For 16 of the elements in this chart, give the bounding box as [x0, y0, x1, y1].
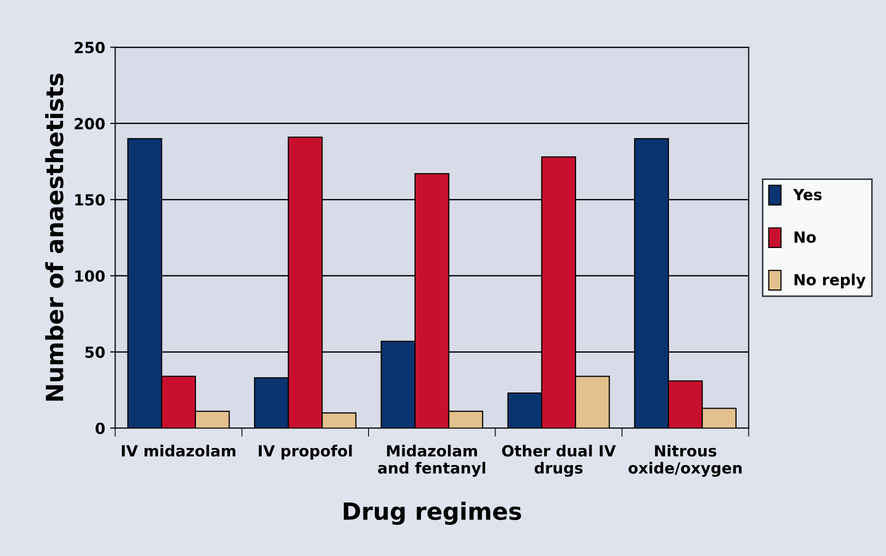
- legend-label: Yes: [793, 189, 822, 200]
- x-tick-label: Other dual IV drugs: [502, 444, 616, 477]
- y-tick-label: 100: [75, 270, 105, 282]
- y-tick-label: 150: [75, 194, 105, 206]
- x-tick-label: IV propofol: [258, 444, 352, 460]
- x-tick-label: Midazolam and fentanyl: [378, 444, 486, 477]
- legend-label: No: [794, 232, 816, 243]
- x-tick-label: IV midazolam: [122, 444, 236, 457]
- x-tick-label: Nitrous oxide/oxygen: [628, 444, 742, 477]
- y-tick-label: 0: [96, 422, 105, 434]
- y-tick-label: 50: [85, 346, 105, 358]
- y-axis-title: Number of anaesthetists: [45, 74, 64, 401]
- legend-label: No reply: [794, 274, 866, 289]
- x-axis-title: Drug regimes: [344, 502, 522, 525]
- y-tick-label: 200: [74, 118, 105, 130]
- y-tick-label: 250: [74, 42, 105, 54]
